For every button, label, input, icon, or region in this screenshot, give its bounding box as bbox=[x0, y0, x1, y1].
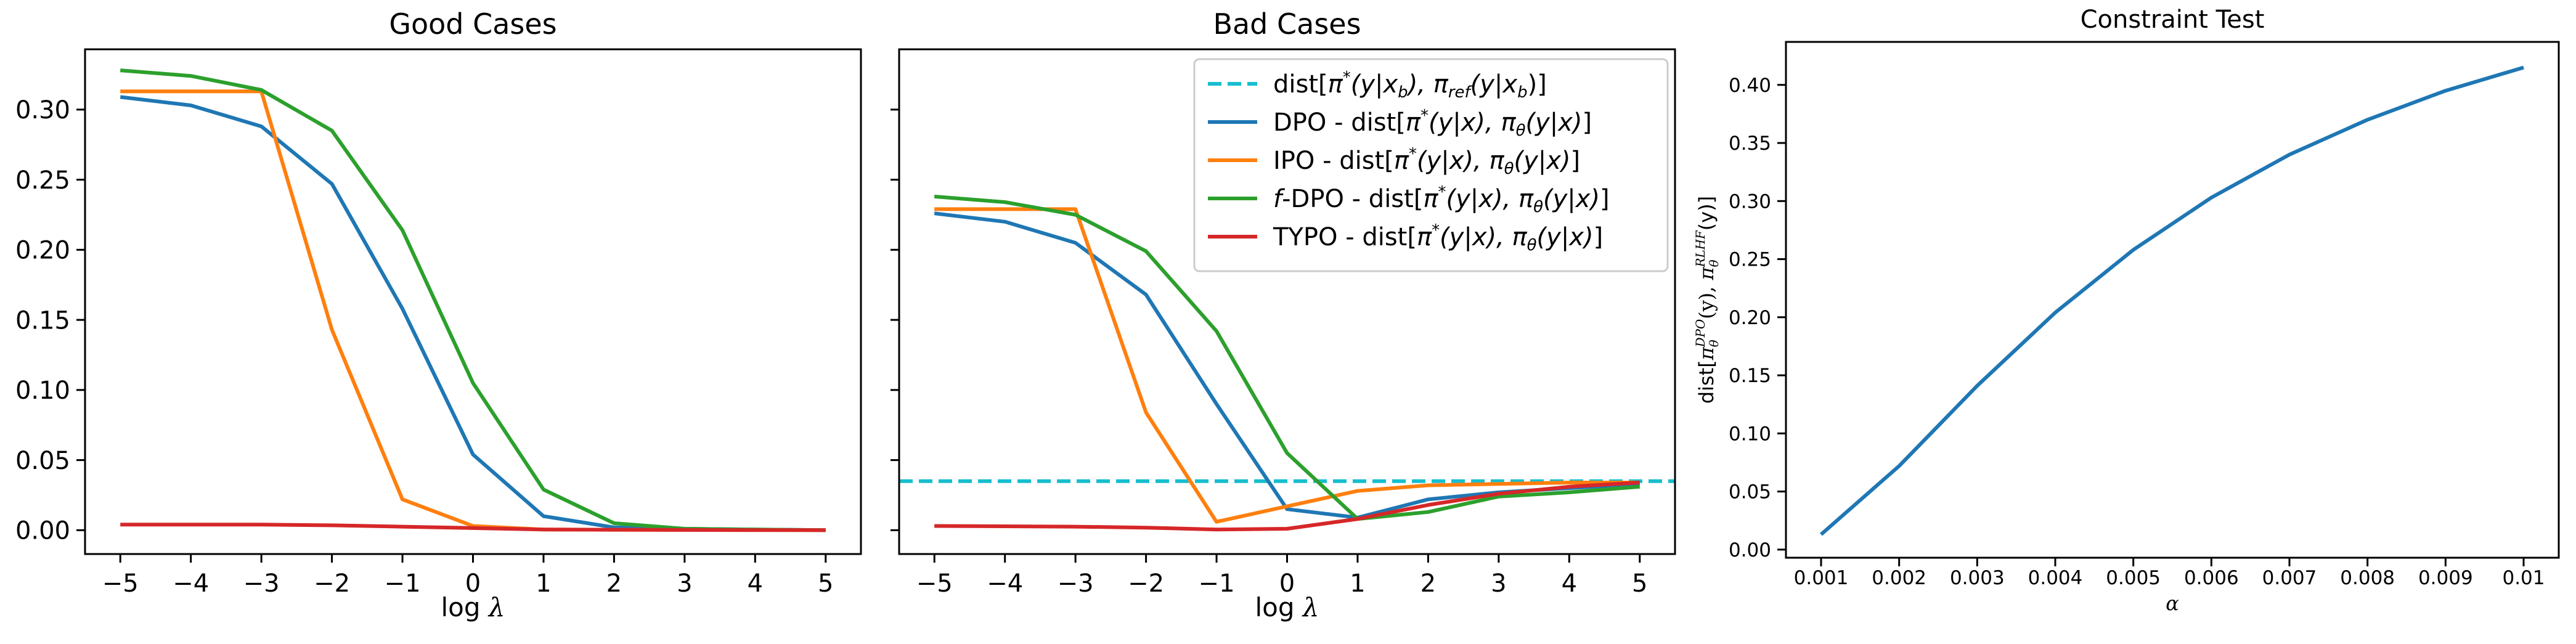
y-tick-label: 0.00 bbox=[15, 517, 70, 545]
x-tick-label: 0.001 bbox=[1794, 567, 1849, 589]
x-tick-label: 0.009 bbox=[2418, 567, 2473, 589]
chart-title: Bad Cases bbox=[1213, 7, 1361, 41]
x-tick-label: 0.007 bbox=[2262, 567, 2317, 589]
x-tick-label: 1 bbox=[1350, 569, 1365, 598]
x-tick-label: 0 bbox=[465, 569, 481, 598]
y-tick-label: 0.10 bbox=[1729, 423, 1771, 445]
y-tick-label: 0.05 bbox=[15, 447, 70, 475]
legend-entry: f-DPO - dist[π*(y|x), πθ(y|x)] bbox=[1273, 183, 1610, 216]
x-tick-label: −3 bbox=[1058, 569, 1094, 598]
chart-title: Good Cases bbox=[389, 7, 556, 41]
x-tick-label: 1 bbox=[536, 569, 551, 598]
series-line-1 bbox=[120, 89, 826, 532]
y-tick-label: 0.15 bbox=[15, 306, 70, 335]
legend-entry: TYPO - dist[π*(y|x), πθ(y|x)] bbox=[1273, 221, 1603, 255]
series-line-f-dpo bbox=[934, 194, 1641, 521]
x-axis-label: α bbox=[2166, 592, 2179, 615]
y-tick-label: 0.30 bbox=[15, 96, 70, 124]
x-tick-label: 0.01 bbox=[2502, 567, 2545, 589]
series-line-3 bbox=[120, 523, 826, 532]
x-tick-label: −2 bbox=[314, 569, 350, 598]
series-line-0 bbox=[1820, 65, 2524, 536]
y-axis-label: dist[πθDPO(y), πθRLHF(y)] bbox=[1694, 196, 1721, 404]
y-tick-label: 0.25 bbox=[15, 166, 70, 195]
x-tick-label: 0.002 bbox=[1872, 567, 1926, 589]
x-tick-label: −4 bbox=[987, 569, 1023, 598]
x-tick-label: −4 bbox=[173, 569, 209, 598]
legend-box bbox=[1193, 58, 1669, 272]
x-tick-label: 5 bbox=[818, 569, 833, 598]
y-tick-label: 0.15 bbox=[1729, 365, 1771, 387]
series-line-2 bbox=[120, 68, 826, 532]
axes-frame bbox=[1785, 41, 2560, 559]
x-tick-label: −3 bbox=[243, 569, 280, 598]
x-tick-label: 3 bbox=[1491, 569, 1506, 598]
legend-entry: DPO - dist[π*(y|x), πθ(y|x)] bbox=[1273, 107, 1592, 140]
x-tick-label: 4 bbox=[1562, 569, 1577, 598]
x-tick-label: 0.003 bbox=[1950, 567, 2005, 589]
x-tick-label: 3 bbox=[677, 569, 692, 598]
chart-title: Constraint Test bbox=[2081, 6, 2265, 34]
x-axis-label: log λ bbox=[1255, 592, 1319, 622]
x-tick-label: 2 bbox=[606, 569, 622, 598]
x-tick-label: −5 bbox=[916, 569, 953, 598]
panel-good-cases: Good Cases 0.00 0.05 0.10 0.15 0.20 0.25 0.30 −5… bbox=[15, 7, 862, 622]
y-tick-label: 0.00 bbox=[1729, 539, 1771, 561]
x-tick-label: −2 bbox=[1128, 569, 1164, 598]
x-tick-label: −5 bbox=[102, 569, 139, 598]
x-tick-label: −1 bbox=[1199, 569, 1235, 598]
x-tick-label: 0.005 bbox=[2106, 567, 2161, 589]
x-tick-label: 0.004 bbox=[2028, 567, 2083, 589]
y-tick-label: 0.05 bbox=[1729, 481, 1771, 503]
y-tick-label: 0.20 bbox=[15, 237, 70, 265]
y-tick-label: 0.30 bbox=[1729, 190, 1771, 213]
series-line-typo bbox=[934, 481, 1640, 532]
x-tick-label: 4 bbox=[748, 569, 763, 598]
y-tick-label: 0.35 bbox=[1729, 132, 1771, 155]
panel-bad-cases: Bad Cases −5 −4 −3 −2 −1 0 1 2 3 4 5 log λ dist[π*(y|… bbox=[891, 7, 1676, 622]
x-axis-label: log λ bbox=[441, 592, 505, 622]
legend-entry: IPO - dist[π*(y|x), πθ(y|x)] bbox=[1273, 145, 1580, 178]
x-tick-label: −1 bbox=[385, 569, 421, 598]
legend-entry: dist[π*(y|xb), πref(y|xb)] bbox=[1273, 68, 1547, 102]
y-tick-label: 0.10 bbox=[15, 377, 70, 405]
series-line-0 bbox=[120, 95, 826, 532]
x-tick-label: 0.008 bbox=[2340, 567, 2395, 589]
x-tick-label: 0 bbox=[1279, 569, 1295, 598]
y-tick-label: 0.25 bbox=[1729, 249, 1771, 271]
axes-frame bbox=[898, 48, 1676, 555]
x-tick-label: 0.006 bbox=[2184, 567, 2239, 589]
panel-constraint-test: Constraint Test 0.00 0.05 0.10 0.15 0.20 0.25 0… bbox=[1694, 6, 2560, 615]
y-tick-label: 0.40 bbox=[1729, 75, 1771, 97]
y-tick-label: 0.20 bbox=[1729, 307, 1771, 329]
axes-frame bbox=[84, 48, 862, 555]
x-tick-label: 5 bbox=[1632, 569, 1647, 598]
x-tick-label: 2 bbox=[1420, 569, 1436, 598]
legend: dist[π*(y|xb), πref(y|xb)] DPO - dist[π*(… bbox=[1193, 58, 1669, 272]
